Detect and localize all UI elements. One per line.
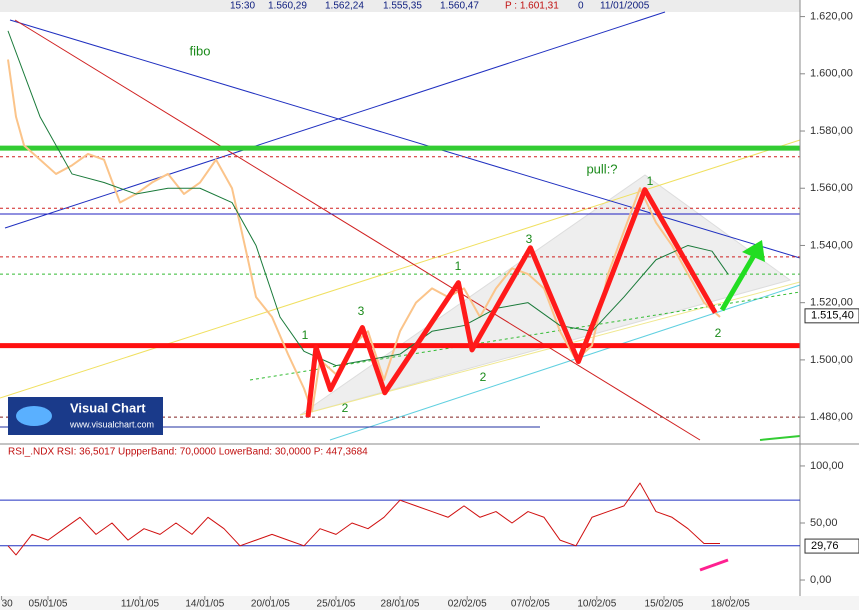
arrow xyxy=(719,240,765,312)
annotation: 2 xyxy=(342,401,349,415)
y-tick-label: 1.580,00 xyxy=(810,125,853,137)
x-tick-label: 11/01/05 xyxy=(121,599,160,610)
trend-line xyxy=(329,284,801,441)
annotation: fibo xyxy=(190,43,211,58)
series-line xyxy=(305,187,718,418)
y-tick-label: 0,00 xyxy=(810,574,831,586)
last-value-box xyxy=(804,538,859,554)
y-tick-label: 1.500,00 xyxy=(810,354,853,366)
last-value-box xyxy=(804,308,859,324)
trend-line xyxy=(9,19,801,259)
trend-line xyxy=(0,139,801,399)
x-tick-label: 28/01/05 xyxy=(381,599,420,610)
arrow-head xyxy=(742,240,765,262)
last-value-label: 29,76 xyxy=(811,540,839,552)
trend-line xyxy=(14,19,701,441)
date-axis xyxy=(0,596,859,610)
annotation: pull:? xyxy=(586,161,617,176)
y-tick-label: 1.520,00 xyxy=(810,297,853,309)
annotation: 3 xyxy=(358,304,365,318)
x-tick-label: 15/02/05 xyxy=(645,599,684,610)
y-tick-label: 50,00 xyxy=(810,517,838,529)
arrow-shaft xyxy=(719,250,759,312)
x-tick-label: 14/01/05 xyxy=(185,599,224,610)
x-tick-label: 30 xyxy=(2,599,14,610)
x-tick-label: 02/02/05 xyxy=(448,599,487,610)
drawings xyxy=(0,11,801,441)
header-value: 0 xyxy=(578,1,584,12)
header-bar xyxy=(0,0,800,12)
trend-line xyxy=(759,435,801,441)
y-tick-label: 1.480,00 xyxy=(810,411,853,423)
header-value: 1.562,24 xyxy=(325,1,364,12)
logo-icon xyxy=(16,406,52,426)
rsi-annotation xyxy=(699,558,729,572)
x-tick-label: 20/01/05 xyxy=(251,599,290,610)
x-tick-label: 05/01/05 xyxy=(29,599,68,610)
y-tick-label: 1.620,00 xyxy=(810,10,853,22)
annotation: 2 xyxy=(480,370,487,384)
annotation: 3 xyxy=(526,232,533,246)
logo-url: www.visualchart.com xyxy=(69,419,154,429)
annotation: 1 xyxy=(455,259,462,273)
rsi-header: RSI_.NDX RSI: 36,5017 UppperBand: 70,000… xyxy=(8,447,368,458)
series-line xyxy=(7,482,720,556)
header-value: 11/01/2005 xyxy=(600,1,650,12)
header-value: 1.560,47 xyxy=(440,1,479,12)
header-value: 15:30 xyxy=(230,1,255,12)
rsi-plot: 0,00 50,00 100,00 29,76 xyxy=(0,460,859,586)
y-tick-label: 1.600,00 xyxy=(810,68,853,80)
x-tick-label: 07/02/05 xyxy=(511,599,550,610)
logo-title: Visual Chart xyxy=(70,400,146,415)
annotation: 1 xyxy=(302,328,309,342)
header-value: 1.560,29 xyxy=(268,1,307,12)
y-tick-label: 1.560,00 xyxy=(810,182,853,194)
annotation: 2 xyxy=(715,326,722,340)
x-tick-label: 25/01/05 xyxy=(317,599,356,610)
header-value: P : 1.601,31 xyxy=(505,1,559,12)
last-value-label: 1.515,40 xyxy=(811,310,854,322)
x-tick-label: 18/02/05 xyxy=(711,599,750,610)
header-value: 1.555,35 xyxy=(383,1,422,12)
series-line xyxy=(7,30,729,367)
logo: Visual Chart www.visualchart.com xyxy=(8,397,163,435)
x-tick-label: 10/02/05 xyxy=(577,599,616,610)
y-tick-label: 1.540,00 xyxy=(810,239,853,251)
trend-line xyxy=(4,11,666,229)
y-tick-label: 100,00 xyxy=(810,460,844,472)
price-plot: 1.480,00 1.500,00 1.520,00 1.540,00 1.560,00… xyxy=(0,1,859,423)
annotation: 1 xyxy=(647,174,654,188)
